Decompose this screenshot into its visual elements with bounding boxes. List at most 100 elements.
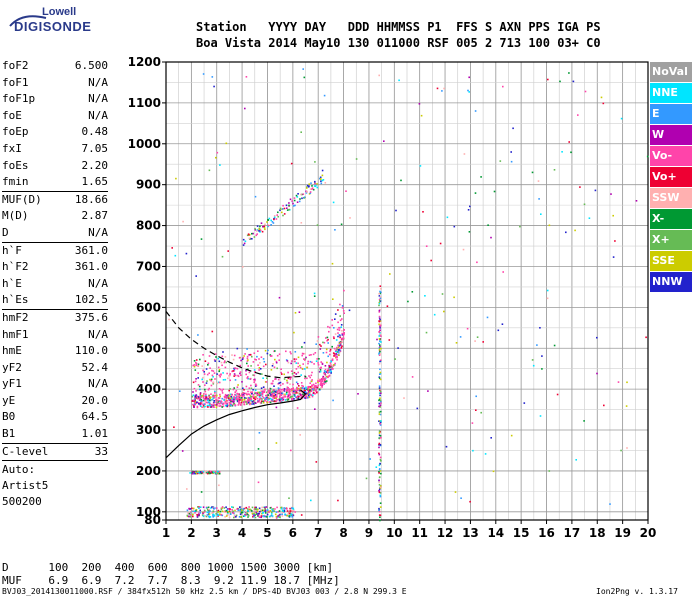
echo-point — [208, 387, 210, 390]
echo-point — [227, 513, 229, 516]
echo-point — [229, 512, 232, 515]
echo-point — [299, 434, 301, 436]
echo-point — [238, 357, 241, 359]
echo-point — [189, 472, 191, 474]
echo-point — [240, 509, 243, 512]
echo-point — [375, 466, 378, 468]
echo-point — [229, 373, 231, 375]
echo-point — [303, 389, 306, 391]
echo-point — [182, 220, 184, 223]
echo-point — [270, 219, 272, 222]
echo-point — [379, 389, 381, 392]
echo-point — [258, 392, 261, 395]
echo-point — [269, 509, 272, 512]
echo-point — [379, 495, 382, 498]
echo-point — [258, 369, 260, 371]
echo-point — [288, 388, 291, 390]
echo-point — [265, 381, 268, 383]
echo-point — [289, 351, 292, 353]
echo-point — [273, 510, 276, 512]
echo-point — [379, 502, 382, 504]
echo-point — [200, 238, 203, 240]
echo-point — [313, 295, 316, 297]
echo-point — [281, 513, 283, 516]
echo-point — [286, 379, 288, 382]
echo-point — [278, 395, 281, 397]
echo-point — [379, 424, 382, 426]
echo-point — [270, 511, 273, 514]
echo-point — [379, 297, 382, 300]
echo-point — [309, 192, 312, 194]
echo-point — [210, 507, 212, 509]
echo-point — [546, 289, 549, 292]
echo-point — [291, 372, 294, 375]
echo-point — [232, 510, 234, 513]
echo-point — [215, 513, 217, 515]
echo-point — [260, 356, 263, 358]
echo-point — [378, 453, 381, 456]
echo-point — [310, 380, 313, 383]
echo-point — [379, 444, 382, 446]
echo-point — [241, 395, 244, 397]
echo-point — [225, 510, 228, 512]
echo-point — [192, 403, 194, 406]
param-value: 1.65 — [81, 175, 109, 189]
echo-point — [260, 515, 263, 517]
echo-point — [296, 386, 298, 389]
echo-point — [278, 296, 281, 299]
echo-point — [175, 177, 177, 180]
echo-point — [379, 320, 382, 322]
echo-point — [192, 510, 194, 512]
echo-point — [300, 396, 302, 399]
echo-point — [198, 514, 200, 516]
echo-point — [243, 398, 246, 401]
echo-point — [302, 68, 304, 70]
echo-point — [460, 497, 462, 499]
x-tick-label: 16 — [538, 526, 555, 540]
echo-point — [333, 364, 335, 366]
echo-point — [292, 202, 294, 205]
echo-point — [247, 401, 250, 404]
echo-point — [321, 383, 323, 385]
echo-point — [510, 151, 512, 153]
echo-point — [309, 382, 311, 384]
echo-point — [334, 229, 336, 231]
echo-point — [328, 371, 330, 373]
echo-point — [235, 514, 238, 517]
echo-point — [612, 256, 615, 258]
echo-point — [198, 399, 201, 401]
echo-point — [231, 398, 233, 400]
echo-point — [250, 395, 252, 398]
echo-point — [316, 340, 319, 342]
echo-point — [289, 510, 292, 512]
echo-point — [320, 366, 322, 369]
echo-point — [308, 375, 310, 377]
echo-point — [341, 318, 343, 320]
echo-point — [207, 389, 210, 391]
echo-point — [378, 298, 381, 301]
param-name: yF2 — [2, 360, 22, 374]
echo-point — [331, 345, 333, 348]
echo-point — [208, 515, 211, 517]
echo-point — [201, 514, 204, 516]
param-value: 52.4 — [81, 360, 109, 374]
echo-point — [195, 364, 197, 367]
echo-point — [380, 402, 382, 404]
echo-point — [195, 362, 198, 365]
echo-point — [244, 510, 247, 513]
echo-point — [193, 400, 195, 403]
echo-point — [321, 179, 324, 182]
echo-point — [282, 383, 284, 385]
echo-point — [273, 366, 276, 369]
echo-point — [339, 315, 341, 317]
echo-point — [262, 358, 265, 360]
echo-point — [269, 392, 271, 395]
echo-point — [394, 358, 396, 360]
echo-point — [315, 390, 317, 392]
echo-point — [194, 394, 197, 397]
echo-point — [281, 373, 283, 375]
echo-point — [297, 371, 299, 374]
echo-point — [234, 393, 236, 396]
echo-point — [335, 356, 338, 359]
echo-point — [379, 368, 381, 371]
